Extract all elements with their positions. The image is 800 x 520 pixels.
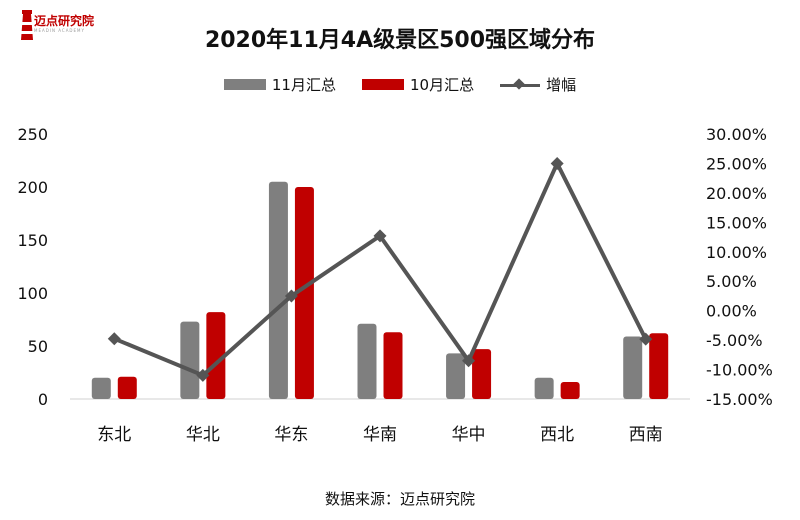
lighthouse-icon [21,10,33,40]
bar-oct-4 [383,332,403,399]
y-tick-label: 50 [28,337,48,356]
y-tick-label: 200 [17,178,48,197]
x-tick-label: 华南 [363,425,397,445]
growth-marker-7 [639,332,653,346]
brand-logo [14,8,94,44]
y2-tick-label: 30.00% [706,125,767,144]
bar-oct-3 [294,187,314,399]
y2-tick-label: -5.00% [706,331,763,350]
y-tick-label: 100 [17,284,48,303]
y2-tick-label: -15.00% [706,390,773,409]
bar-nov-6 [534,377,554,399]
brand-name: 迈点研究院 [34,14,95,28]
x-tick-label: 华东 [274,425,308,445]
y-tick-label: 150 [17,231,48,250]
bar-oct-7 [649,333,669,399]
legend-item-oct: 10月汇总 [361,74,475,95]
bar-nov-1 [91,377,111,399]
bar-oct-6 [560,382,580,399]
y2-tick-label: 25.00% [706,154,767,173]
brand-subtitle: MEADIN ACADEMY [34,28,85,33]
growth-marker-4 [373,229,387,243]
y2-tick-label: 20.00% [706,184,767,203]
growth-marker-5 [462,354,476,368]
bar-nov-3 [268,181,288,399]
x-tick-label: 西北 [540,425,574,445]
x-tick-label: 西南 [629,425,663,445]
legend-item-growth: 增幅 [500,74,576,95]
bar-oct-2 [206,312,226,399]
y2-tick-label: 5.00% [706,272,757,291]
legend-label-growth: 增幅 [546,76,577,94]
legend-swatch-oct [361,79,404,90]
bar-oct-1 [117,376,137,399]
bar-oct-5 [472,349,492,399]
growth-marker-1 [107,332,121,346]
x-tick-label: 华北 [186,425,220,445]
growth-marker-6 [550,156,564,170]
legend-item-nov: 11月汇总 [223,74,336,95]
chart-title: 2020年11月4A级景区500强区域分布 [204,28,596,53]
chart-legend: 11月汇总 10月汇总 增幅 [0,74,800,95]
legend-swatch-growth [500,79,541,91]
y2-tick-label: 15.00% [706,213,767,232]
growth-marker-3 [284,289,298,303]
chart-canvas: 0 50 100 150 200 250 -15.00% -10.00% -5.00% 0.00%… [17,125,773,445]
y-tick-label: 250 [17,125,48,144]
legend-swatch-nov [223,79,266,90]
bar-nov-2 [180,321,200,399]
data-source: 数据来源：迈点研究院 [324,490,475,508]
y2-tick-label: 0.00% [706,302,757,321]
bar-nov-5 [446,353,466,399]
growth-marker-2 [196,368,210,382]
bar-nov-7 [623,336,643,399]
y2-tick-label: -10.00% [706,361,773,380]
y2-tick-label: 10.00% [706,243,767,262]
x-tick-label: 东北 [97,425,131,445]
bar-nov-4 [357,323,377,399]
legend-label-nov: 11月汇总 [271,76,336,94]
y-tick-label: 0 [38,390,48,409]
x-tick-label: 华中 [452,425,486,445]
legend-label-oct: 10月汇总 [409,76,475,94]
